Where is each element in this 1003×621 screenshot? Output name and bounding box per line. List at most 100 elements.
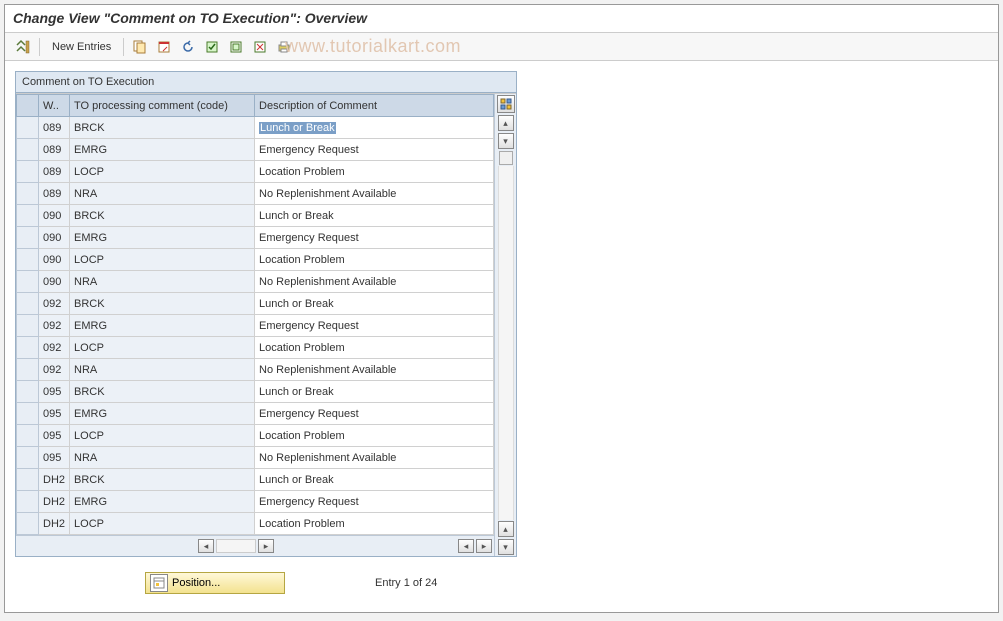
cell-warehouse[interactable]: DH2 [39,491,70,513]
row-selector-header[interactable] [17,95,39,117]
row-selector[interactable] [17,271,39,293]
select-all-icon[interactable] [202,37,222,57]
cell-description[interactable]: No Replenishment Available [255,183,494,205]
scroll-up-button[interactable]: ▴ [498,115,514,131]
row-selector[interactable] [17,447,39,469]
cell-warehouse[interactable]: 095 [39,447,70,469]
cell-warehouse[interactable]: 092 [39,359,70,381]
cell-description[interactable]: Location Problem [255,249,494,271]
cell-description[interactable]: No Replenishment Available [255,271,494,293]
row-selector[interactable] [17,315,39,337]
cell-description[interactable]: Location Problem [255,513,494,535]
cell-description[interactable]: Location Problem [255,161,494,183]
column-header-code[interactable]: TO processing comment (code) [70,95,255,117]
scroll-right-button[interactable]: ▸ [258,539,274,553]
row-selector[interactable] [17,381,39,403]
column-header-warehouse[interactable]: W.. [39,95,70,117]
cell-description[interactable]: Emergency Request [255,315,494,337]
cell-warehouse[interactable]: 092 [39,293,70,315]
cell-code[interactable]: EMRG [70,491,255,513]
cell-code[interactable]: EMRG [70,139,255,161]
deselect-all-icon[interactable] [250,37,270,57]
row-selector[interactable] [17,359,39,381]
scroll-last-button[interactable]: ▸ [476,539,492,553]
cell-code[interactable]: NRA [70,183,255,205]
scroll-down-button[interactable]: ▾ [498,133,514,149]
scroll-left-button[interactable]: ◂ [198,539,214,553]
row-selector[interactable] [17,183,39,205]
cell-code[interactable]: NRA [70,359,255,381]
select-block-icon[interactable] [226,37,246,57]
table-settings-icon[interactable] [497,95,515,113]
cell-description[interactable]: Lunch or Break [255,117,494,139]
cell-code[interactable]: NRA [70,447,255,469]
cell-warehouse[interactable]: 090 [39,271,70,293]
row-selector[interactable] [17,293,39,315]
row-selector[interactable] [17,403,39,425]
cell-description[interactable]: No Replenishment Available [255,447,494,469]
new-entries-button[interactable]: New Entries [46,39,117,55]
cell-warehouse[interactable]: 089 [39,117,70,139]
cell-code[interactable]: EMRG [70,315,255,337]
row-selector[interactable] [17,117,39,139]
cell-warehouse[interactable]: 095 [39,403,70,425]
position-button[interactable]: Position... [145,572,285,594]
row-selector[interactable] [17,469,39,491]
cell-code[interactable]: LOCP [70,249,255,271]
column-header-description[interactable]: Description of Comment [255,95,494,117]
cell-code[interactable]: LOCP [70,161,255,183]
row-selector[interactable] [17,227,39,249]
toggle-icon[interactable] [13,37,33,57]
cell-warehouse[interactable]: 089 [39,183,70,205]
copy-icon[interactable] [130,37,150,57]
cell-description[interactable]: Location Problem [255,425,494,447]
row-selector[interactable] [17,425,39,447]
cell-description[interactable]: Emergency Request [255,227,494,249]
row-selector[interactable] [17,491,39,513]
cell-code[interactable]: LOCP [70,513,255,535]
cell-warehouse[interactable]: 090 [39,249,70,271]
cell-warehouse[interactable]: 095 [39,425,70,447]
cell-warehouse[interactable]: 090 [39,205,70,227]
row-selector[interactable] [17,249,39,271]
cell-code[interactable]: BRCK [70,117,255,139]
cell-code[interactable]: EMRG [70,403,255,425]
cell-description[interactable]: No Replenishment Available [255,359,494,381]
row-selector[interactable] [17,139,39,161]
cell-warehouse[interactable]: 089 [39,139,70,161]
cell-warehouse[interactable]: 092 [39,315,70,337]
print-icon[interactable] [274,37,294,57]
cell-warehouse[interactable]: 092 [39,337,70,359]
row-selector[interactable] [17,513,39,535]
cell-description[interactable]: Lunch or Break [255,381,494,403]
row-selector[interactable] [17,337,39,359]
cell-code[interactable]: BRCK [70,205,255,227]
cell-description[interactable]: Location Problem [255,337,494,359]
cell-warehouse[interactable]: DH2 [39,469,70,491]
cell-code[interactable]: BRCK [70,381,255,403]
scroll-down-end-button[interactable]: ▾ [498,539,514,555]
row-selector[interactable] [17,205,39,227]
cell-code[interactable]: LOCP [70,425,255,447]
cell-code[interactable]: EMRG [70,227,255,249]
scroll-up-end-button[interactable]: ▴ [498,521,514,537]
scroll-track[interactable] [216,539,256,553]
undo-icon[interactable] [178,37,198,57]
scroll-thumb[interactable] [499,151,513,165]
cell-warehouse[interactable]: DH2 [39,513,70,535]
scroll-track-vertical[interactable] [498,166,514,520]
cell-code[interactable]: BRCK [70,469,255,491]
cell-description[interactable]: Emergency Request [255,491,494,513]
cell-description[interactable]: Emergency Request [255,403,494,425]
cell-warehouse[interactable]: 090 [39,227,70,249]
cell-code[interactable]: NRA [70,271,255,293]
cell-description[interactable]: Emergency Request [255,139,494,161]
cell-description[interactable]: Lunch or Break [255,293,494,315]
delete-icon[interactable] [154,37,174,57]
scroll-first-button[interactable]: ◂ [458,539,474,553]
cell-description[interactable]: Lunch or Break [255,469,494,491]
cell-warehouse[interactable]: 095 [39,381,70,403]
cell-warehouse[interactable]: 089 [39,161,70,183]
row-selector[interactable] [17,161,39,183]
cell-code[interactable]: BRCK [70,293,255,315]
